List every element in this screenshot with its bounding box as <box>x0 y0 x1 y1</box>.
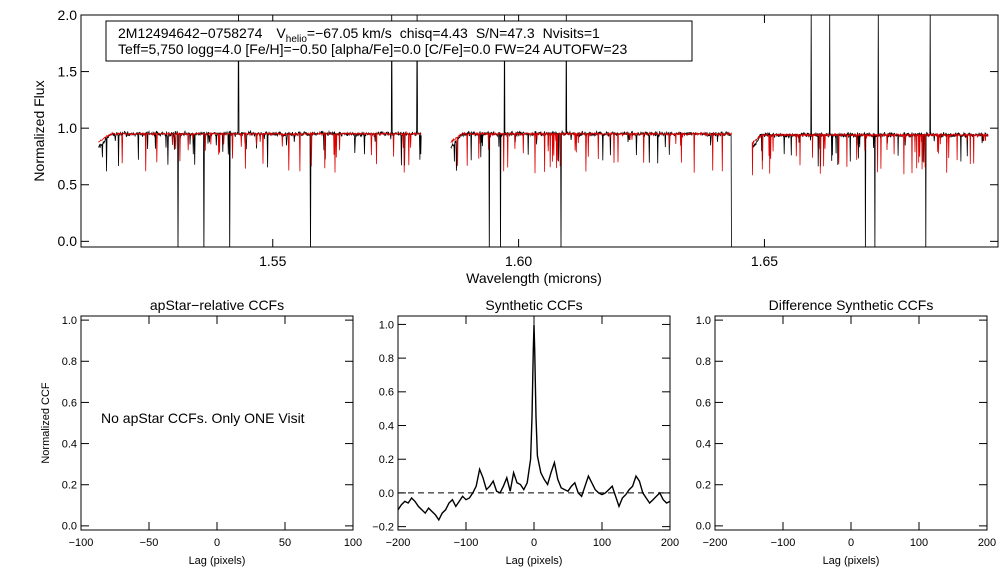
synthetic-ccf-plot-area <box>397 324 671 522</box>
spectrum-xtick-label: 1.55 <box>259 253 286 269</box>
synthetic-ccf-ytick-label: 0.4 <box>379 420 394 432</box>
synthetic-ccf-xtick-label: −100 <box>454 537 479 549</box>
synthetic-ccf-ytick-label: 0.2 <box>379 454 394 466</box>
annotation-chisq: chisq=4.43 <box>400 25 468 41</box>
synthetic-ccf-xlabel: Lag (pixels) <box>506 555 563 567</box>
spectrum-ytick-label: 1.0 <box>58 120 78 136</box>
annotation-vhelio-sub: helio <box>286 34 308 45</box>
spectrum-model-line-1 <box>98 130 422 173</box>
spectrum-series <box>98 15 989 247</box>
apstar-ccf-xtick-label: 50 <box>279 537 291 549</box>
spectrum-xlabel: Wavelength (microns) <box>466 270 602 286</box>
spectrum-ytick-label: 1.5 <box>58 63 78 79</box>
synthetic-ccf-ytick-label: −0.2 <box>372 521 394 533</box>
spectrum-ytick-label: 2.0 <box>58 7 78 23</box>
difference-ccf-ticks: −200 −100 0 100 200 0.0 0.2 0.4 0.6 0.8 1.0 <box>696 315 996 549</box>
spectrum-axes-frame <box>80 14 999 248</box>
synthetic-ccf-xtick-label: −200 <box>386 537 411 549</box>
synthetic-ccf-xtick-label: 0 <box>531 537 537 549</box>
difference-ccf-ytick-label: 0.6 <box>696 397 711 409</box>
apstar-ccf-panel: apStar−relative CCFs −100 −50 0 50 100 0.0 0.2… <box>40 297 362 567</box>
apstar-ccf-ytick-label: 1.0 <box>62 315 77 327</box>
apstar-ccf-title: apStar−relative CCFs <box>150 297 284 313</box>
difference-ccf-xtick-label: −200 <box>703 537 728 549</box>
annotation-vhelio-label: V <box>276 25 286 41</box>
apstar-ccf-ytick-label: 0.8 <box>62 356 77 368</box>
apstar-ccf-ytick-label: 0.0 <box>62 521 77 533</box>
apstar-ccf-xtick-label: −100 <box>69 537 94 549</box>
difference-ccf-ytick-label: 1.0 <box>696 315 711 327</box>
spectrum-model-line-2 <box>450 131 732 174</box>
spectrum-xtick-label: 1.60 <box>505 253 532 269</box>
annotation-line2: Teff=5,750 logg=4.0 [Fe/H]=−0.50 [alpha/… <box>118 41 627 57</box>
annotation-vhelio-value: =−67.05 km/s <box>307 25 392 41</box>
difference-ccf-xtick-label: 200 <box>978 537 996 549</box>
apstar-ccf-xtick-label: −50 <box>140 537 159 549</box>
difference-ccf-panel: Difference Synthetic CCFs −200 −100 0 100 20… <box>696 297 996 567</box>
spectrum-model-line-3 <box>751 132 989 176</box>
synthetic-ccf-ytick-label: 0.0 <box>379 488 394 500</box>
synthetic-ccf-title: Synthetic CCFs <box>485 297 582 313</box>
apstar-ccf-ticks: −100 −50 0 50 100 0.0 0.2 0.4 0.6 0.8 1.0 <box>62 315 362 549</box>
spectrum-ylabel: Normalized Flux <box>31 80 47 181</box>
synthetic-ccf-panel: Synthetic CCFs −200 −100 0 100 200 −0.2 0.0 0.2… <box>372 297 679 567</box>
synthetic-ccf-xtick-label: 100 <box>593 537 611 549</box>
apstar-ccf-message: No apStar CCFs. Only ONE Visit <box>101 410 305 426</box>
spectrum-ytick-label: 0.5 <box>58 177 78 193</box>
synthetic-ccf-line <box>397 324 671 522</box>
spectrum-panel: 1.55 1.60 1.65 0.0 0.5 1.0 1.5 2.0 Wavelength (… <box>31 7 999 286</box>
difference-ccf-xlabel: Lag (pixels) <box>823 555 880 567</box>
difference-ccf-title: Difference Synthetic CCFs <box>769 297 934 313</box>
synthetic-ccf-xtick-label: 200 <box>661 537 679 549</box>
synthetic-ccf-ytick-label: 1.0 <box>379 319 394 331</box>
apstar-ccf-ytick-label: 0.2 <box>62 480 77 492</box>
apstar-ccf-ytick-label: 0.4 <box>62 438 77 450</box>
difference-ccf-ytick-label: 0.2 <box>696 480 711 492</box>
apstar-ccf-ytick-label: 0.6 <box>62 397 77 409</box>
annotation-nvisits: Nvisits=1 <box>543 25 600 41</box>
difference-ccf-xtick-label: −100 <box>771 537 796 549</box>
annotation-box <box>105 20 693 62</box>
difference-ccf-ytick-label: 0.8 <box>696 356 711 368</box>
synthetic-ccf-ticks: −200 −100 0 100 200 −0.2 0.0 0.2 0.4 0.6 0.8 1.0 <box>372 316 679 549</box>
apstar-ccf-xtick-label: 100 <box>344 537 362 549</box>
apstar-ccf-xtick-label: 0 <box>214 537 220 549</box>
apstar-ccf-ylabel: Normalized CCF <box>40 382 52 464</box>
annotation-line1: 2M12494642−0758274 Vhelio=−67.05 km/s chis… <box>118 25 600 45</box>
synthetic-ccf-ytick-label: 0.8 <box>379 353 394 365</box>
spectrum-ticks: 1.55 1.60 1.65 0.0 0.5 1.0 1.5 2.0 <box>58 7 998 269</box>
annotation-star-id: 2M12494642−0758274 <box>118 25 263 41</box>
apstar-ccf-xlabel: Lag (pixels) <box>189 555 246 567</box>
difference-ccf-ytick-label: 0.4 <box>696 438 711 450</box>
spectrum-ytick-label: 0.0 <box>58 233 78 249</box>
difference-ccf-ytick-label: 0.0 <box>696 521 711 533</box>
spectrum-xtick-label: 1.65 <box>751 253 778 269</box>
annotation-sn: S/N=47.3 <box>476 25 535 41</box>
synthetic-ccf-ytick-label: 0.6 <box>379 387 394 399</box>
difference-ccf-xtick-label: 0 <box>848 537 854 549</box>
spectrum-plot-area <box>98 15 989 247</box>
difference-ccf-xtick-label: 100 <box>910 537 928 549</box>
